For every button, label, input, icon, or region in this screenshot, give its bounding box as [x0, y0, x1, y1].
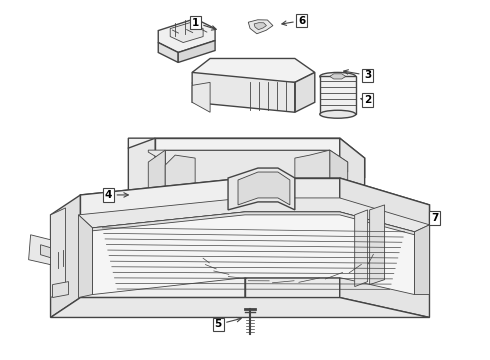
Polygon shape — [52, 282, 69, 298]
Polygon shape — [128, 138, 365, 178]
Text: 5: 5 — [215, 318, 241, 329]
Polygon shape — [415, 225, 429, 294]
Polygon shape — [340, 178, 429, 318]
Polygon shape — [192, 72, 295, 112]
Polygon shape — [330, 74, 346, 79]
Polygon shape — [192, 58, 315, 82]
Polygon shape — [238, 172, 290, 205]
Polygon shape — [192, 82, 210, 112]
Polygon shape — [78, 198, 429, 232]
Polygon shape — [254, 23, 267, 30]
Polygon shape — [128, 138, 155, 242]
Text: 3: 3 — [343, 70, 371, 80]
Text: 7: 7 — [431, 213, 438, 223]
Ellipse shape — [320, 72, 356, 80]
Polygon shape — [148, 150, 348, 172]
Polygon shape — [170, 23, 203, 42]
Polygon shape — [245, 178, 340, 298]
Polygon shape — [148, 225, 348, 245]
Polygon shape — [340, 138, 365, 250]
Polygon shape — [295, 72, 315, 112]
Polygon shape — [93, 212, 415, 294]
Polygon shape — [295, 150, 330, 192]
Polygon shape — [178, 41, 215, 62]
Polygon shape — [330, 150, 348, 235]
Polygon shape — [28, 235, 50, 265]
Ellipse shape — [320, 110, 356, 118]
Polygon shape — [248, 20, 273, 34]
Polygon shape — [148, 150, 165, 235]
Polygon shape — [165, 150, 330, 225]
Polygon shape — [41, 245, 50, 258]
Text: 6: 6 — [282, 15, 305, 26]
Polygon shape — [165, 155, 195, 198]
Polygon shape — [355, 210, 368, 287]
Text: 4: 4 — [105, 190, 128, 200]
Text: 2: 2 — [361, 95, 371, 105]
Polygon shape — [158, 19, 215, 53]
Text: 1: 1 — [192, 18, 216, 30]
Polygon shape — [369, 205, 385, 285]
Polygon shape — [50, 208, 66, 298]
Polygon shape — [50, 195, 80, 318]
Bar — [320, 76, 356, 114]
Polygon shape — [158, 42, 178, 62]
Polygon shape — [78, 215, 93, 298]
Polygon shape — [228, 168, 295, 210]
Polygon shape — [155, 138, 340, 230]
Polygon shape — [80, 178, 245, 298]
Polygon shape — [93, 212, 415, 235]
Polygon shape — [50, 298, 429, 318]
Polygon shape — [80, 178, 429, 225]
Polygon shape — [128, 230, 365, 260]
